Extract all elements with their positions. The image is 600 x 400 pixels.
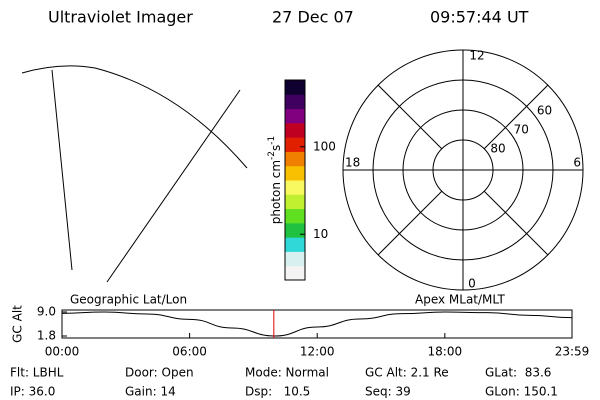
hour-label: 18 [345,156,360,170]
info-field: Seq: 39 [365,385,411,399]
colorbar-segment [285,180,305,195]
info-field: Flt: LBHL [10,366,64,380]
x-tick-label: 12:00 [300,345,335,359]
info-field: GLat: 83.6 [485,366,551,380]
colorbar-label: photon cm-2s-1 [267,136,283,225]
colorbar-segment [285,151,305,167]
colorbar-segment [285,251,305,267]
colorbar-segment [285,108,305,124]
polar-spoke [377,190,443,256]
colorbar-tick-label: 10 [313,227,328,241]
date: 27 Dec 07 [272,8,354,27]
polar-spoke [483,84,549,150]
info-field: GLon: 150.1 [485,385,558,399]
info-field: Mode: Normal [245,366,329,380]
colorbar-segment [285,208,305,224]
x-tick-label: 18:00 [428,345,463,359]
colorbar-frame [284,79,306,281]
colorbar-segment [285,237,305,252]
y-label: GC Alt [11,305,25,343]
time: 09:57:44 UT [430,8,529,27]
image-outline [21,65,248,283]
colorbar-segment [285,194,305,210]
right-label: Apex MLat/MLT [415,293,505,307]
ring-label: 70 [514,122,529,136]
colorbar-segment [285,265,305,281]
info-field: Gain: 14 [125,385,176,399]
label-part: -2 [267,151,277,160]
colorbar-segment [285,222,305,238]
colorbar-segment [285,80,305,95]
info-field: IP: 36.0 [10,385,55,399]
label-part: s [269,145,283,151]
colorbar-segment [285,122,305,138]
ring-label: 60 [537,103,552,117]
y-tick-label: 9.0 [37,305,56,319]
info-field: GC Alt: 2.1 Re [365,366,449,380]
limb [21,65,248,169]
info-field: Dsp: 10.5 [245,385,310,399]
title: Ultraviolet Imager [48,8,193,27]
left-label: Geographic Lat/Lon [70,293,187,307]
ring-label: 80 [490,141,505,155]
colorbar-segment [285,94,305,110]
hour-label: 12 [469,49,484,63]
colorbar-segment [285,137,305,152]
info-field: Door: Open [125,366,194,380]
meridian [106,89,241,283]
polar-spoke [377,84,443,150]
colorbar-tick-label: 100 [313,139,336,153]
y-tick-label: 1.8 [37,329,56,343]
altitude-line [61,311,573,337]
colorbar-segment [285,165,305,181]
polar-spoke [483,190,549,256]
hour-label: 6 [573,156,581,170]
x-tick-label: 06:00 [172,345,207,359]
hour-label: 0 [468,277,476,291]
x-tick-label: 00:00 [45,345,80,359]
label-part: -1 [267,136,277,145]
label-part: photon cm [269,160,283,224]
meridian [51,69,73,271]
x-tick-label: 23:59 [555,345,590,359]
